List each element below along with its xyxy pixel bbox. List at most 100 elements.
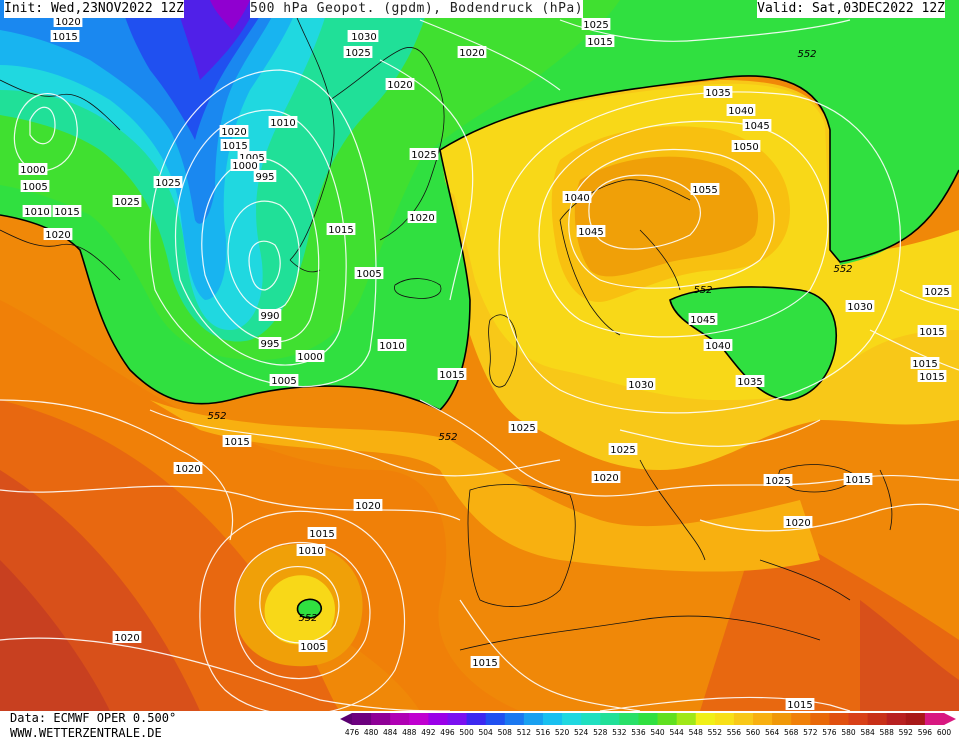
pressure-label-bg xyxy=(407,211,437,223)
pressure-label: 1025 xyxy=(345,48,370,59)
pressure-label: 1020 xyxy=(221,127,246,138)
colorbar-swatch xyxy=(905,713,926,725)
colorbar-tick-label: 528 xyxy=(593,728,608,737)
colorbar-swatch xyxy=(867,713,888,725)
colorbar-swatch xyxy=(924,713,945,725)
pressure-label: 1000 xyxy=(232,161,257,172)
colorbar-tick-label: 476 xyxy=(344,728,360,737)
pressure-label-bg xyxy=(222,435,252,447)
pressure-label-bg xyxy=(354,267,384,279)
pressure-label: 1030 xyxy=(847,302,872,313)
fill-492 xyxy=(210,0,250,30)
colorbar-tick-label: 564 xyxy=(764,728,780,737)
pressure-label-bg xyxy=(562,191,592,203)
pressure-label-bg xyxy=(845,300,875,312)
colorbar-tick-label: 500 xyxy=(459,728,474,737)
colorbar-swatch xyxy=(810,713,830,725)
pressure-label: 1025 xyxy=(510,423,535,434)
pressure-label-bg xyxy=(843,473,873,485)
pressure-label-bg xyxy=(173,462,203,474)
pressure-labels-layer: 1020 1015 1020 1025 1030 1015 1020 1025 1020 1035… xyxy=(18,15,952,711)
pressure-label: 1005 xyxy=(300,642,325,653)
pressure-label-bg xyxy=(377,339,407,351)
pressure-label: 1045 xyxy=(690,315,715,326)
pressure-label: 1025 xyxy=(610,445,635,456)
colorbar-tick-label: 572 xyxy=(803,728,818,737)
pressure-label-bg xyxy=(326,223,356,235)
pressure-label-bg xyxy=(785,698,815,710)
colorbar-swatch xyxy=(676,713,697,725)
coast-mediterranean-east xyxy=(759,559,851,601)
pressure-label: 990 xyxy=(260,311,279,322)
pressure-label-bg xyxy=(917,370,947,382)
pressure-label: 1015 xyxy=(52,32,77,43)
pressure-label-bg xyxy=(52,205,82,217)
colorbar-swatch xyxy=(753,713,773,725)
pressure-label-bg xyxy=(742,119,772,131)
pressure-label: 1020 xyxy=(114,633,139,644)
colorbar-tick-label: 536 xyxy=(631,728,646,737)
pressure-label: 1020 xyxy=(175,464,200,475)
data-source-label: Data: ECMWF OPER 0.500° xyxy=(10,711,177,725)
map-title: 500 hPa Geopot. (gpdm), Bodendruck (hPa) xyxy=(250,0,584,18)
pressure-label-bg xyxy=(258,309,282,321)
colorbar-swatch xyxy=(695,713,716,725)
pressure-label: 995 xyxy=(260,339,279,350)
pressure-label: 1040 xyxy=(564,193,589,204)
colorbar-arrow-left xyxy=(340,713,352,725)
init-time-label: Init: Wed,23NOV2022 12Z xyxy=(4,0,185,18)
colorbar-tick-label: 540 xyxy=(650,728,665,737)
fill-atlantic-low-core xyxy=(297,599,322,618)
pressure-label: 1045 xyxy=(578,227,603,238)
pressure-label-bg xyxy=(726,104,756,116)
pressure-label: 1025 xyxy=(765,476,790,487)
colorbar-swatch xyxy=(772,713,792,725)
coast-africa-north xyxy=(459,615,821,651)
pressure-label: 1035 xyxy=(737,377,762,388)
pressure-label-bg xyxy=(470,656,500,668)
colorbar-swatch xyxy=(523,713,544,725)
pressure-label-bg xyxy=(253,170,277,182)
pressure-label-bg xyxy=(112,195,142,207)
pressure-label-bg xyxy=(343,46,373,58)
pressure-label-bg xyxy=(437,368,467,380)
colorbar-tick-label: 480 xyxy=(363,728,379,737)
pressure-label: 1020 xyxy=(785,518,810,529)
pressure-label: 1020 xyxy=(459,48,484,59)
colorbar xyxy=(340,713,956,725)
colorbar-swatch xyxy=(371,713,391,725)
pressure-label: 1025 xyxy=(155,178,180,189)
colorbar-labels: 476 480 484 488 492 496 500 504 508 512 516 520 524 5… xyxy=(340,728,956,740)
pressure-label: 1000 xyxy=(20,165,45,176)
isobars-layer xyxy=(0,19,959,716)
colorbar-tick-label: 576 xyxy=(822,728,837,737)
website-label: WWW.WETTERZENTRALE.DE xyxy=(10,726,162,740)
colorbar-swatch xyxy=(638,713,659,725)
pressure-label-bg xyxy=(269,374,299,386)
pressure-label-bg xyxy=(53,15,83,27)
geopot-552-label: 552 xyxy=(833,264,852,275)
pressure-label-bg xyxy=(307,527,337,539)
colorbar-tick-label: 508 xyxy=(497,728,512,737)
colorbar-tick-label: 520 xyxy=(554,728,570,737)
pressure-label: 1015 xyxy=(222,141,247,152)
pressure-label: 1020 xyxy=(45,230,70,241)
geopot-552-label: 552 xyxy=(797,49,816,60)
pressure-label: 1015 xyxy=(309,529,334,540)
colorbar-tick-label: 600 xyxy=(936,728,952,737)
colorbar-swatch xyxy=(485,713,506,725)
colorbar-swatch xyxy=(733,713,754,725)
colorbar-tick-label: 548 xyxy=(688,728,703,737)
pressure-label-bg xyxy=(220,139,250,151)
pressure-label: 1015 xyxy=(439,370,464,381)
pressure-label-bg xyxy=(112,631,142,643)
pressure-label-bg xyxy=(258,337,282,349)
pressure-label-bg xyxy=(409,148,439,160)
pressure-label: 1020 xyxy=(355,501,380,512)
pressure-label: 1010 xyxy=(270,118,295,129)
colorbar-tick-label: 552 xyxy=(707,728,722,737)
pressure-label: 1020 xyxy=(55,17,80,28)
colorbar-tick-label: 560 xyxy=(745,728,761,737)
pressure-label-bg xyxy=(268,116,298,128)
pressure-label: 1050 xyxy=(733,142,758,153)
